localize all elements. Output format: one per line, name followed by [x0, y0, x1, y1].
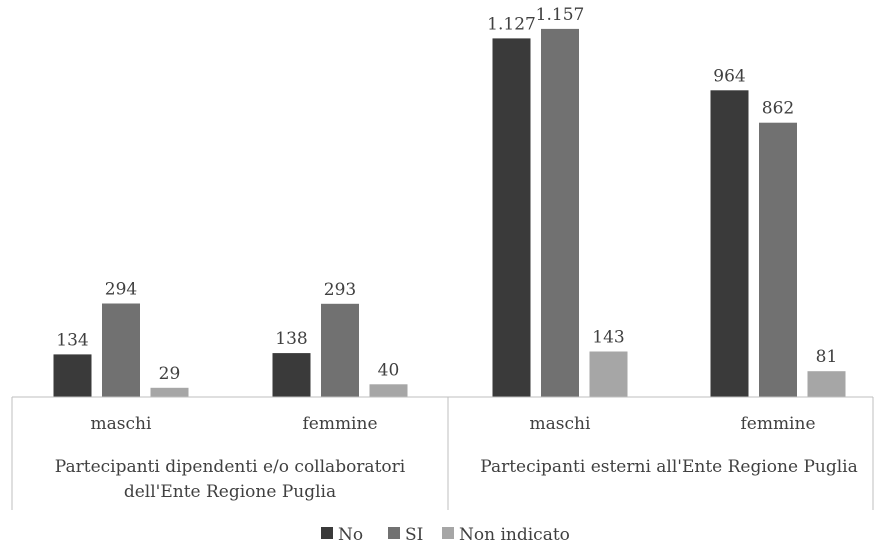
legend: No SI Non indicato	[321, 525, 570, 545]
value-label-non-indicato-3: 143	[592, 328, 624, 348]
category-label-3: maschi	[530, 414, 591, 434]
bar-si-3	[541, 28, 579, 398]
legend-label-non-indicato: Non indicato	[459, 525, 570, 545]
value-label-no-4: 964	[713, 66, 745, 86]
bar-non-indicato-1	[150, 387, 189, 397]
group-label-2-line-1: Partecipanti esterni all'Ente Regione Pu…	[480, 457, 857, 477]
category-label-2: femmine	[302, 414, 377, 434]
bar-no-2	[272, 353, 311, 397]
category-label-1: maschi	[91, 414, 152, 434]
value-label-non-indicato-1: 29	[159, 364, 181, 384]
group-label-1-line-2: dell'Ente Regione Puglia	[124, 482, 336, 502]
value-label-non-indicato-2: 40	[378, 360, 400, 380]
bar-si-1	[102, 303, 140, 397]
value-labels-layer: 134 138 1.127 964 294 293 1.157 862 29 40 143 81	[56, 5, 837, 384]
legend-swatch-si	[388, 527, 400, 539]
value-label-si-4: 862	[762, 99, 794, 119]
category-labels-layer: maschi femmine maschi femmine	[91, 414, 816, 434]
bars-layer	[53, 28, 846, 398]
legend-label-si: SI	[405, 525, 423, 545]
value-label-no-2: 138	[275, 329, 307, 349]
value-label-no-3: 1.127	[487, 14, 536, 34]
legend-swatch-non-indicato	[442, 527, 454, 539]
value-label-si-2: 293	[324, 280, 356, 300]
bar-si-2	[321, 303, 359, 397]
axis-layer	[11, 396, 874, 510]
group-labels-layer: Partecipanti dipendenti e/o collaborator…	[55, 457, 858, 502]
value-label-si-3: 1.157	[536, 5, 585, 25]
group-label-1-line-1: Partecipanti dipendenti e/o collaborator…	[55, 457, 406, 477]
bar-no-4	[710, 90, 749, 398]
bar-non-indicato-2	[369, 384, 408, 397]
bar-si-4	[759, 122, 797, 397]
bar-no-1	[53, 354, 92, 397]
value-label-no-1: 134	[56, 330, 88, 350]
legend-label-no: No	[338, 525, 363, 545]
bar-non-indicato-3	[589, 351, 628, 397]
value-label-si-1: 294	[105, 280, 137, 300]
bar-no-3	[492, 38, 531, 398]
category-label-4: femmine	[740, 414, 815, 434]
value-label-non-indicato-4: 81	[816, 347, 838, 367]
bar-non-indicato-4	[807, 371, 846, 397]
legend-swatch-no	[321, 527, 333, 539]
